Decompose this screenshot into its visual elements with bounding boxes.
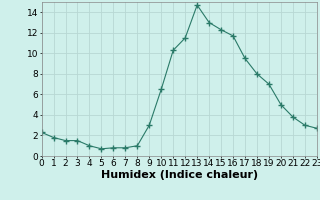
X-axis label: Humidex (Indice chaleur): Humidex (Indice chaleur) [100,170,258,180]
